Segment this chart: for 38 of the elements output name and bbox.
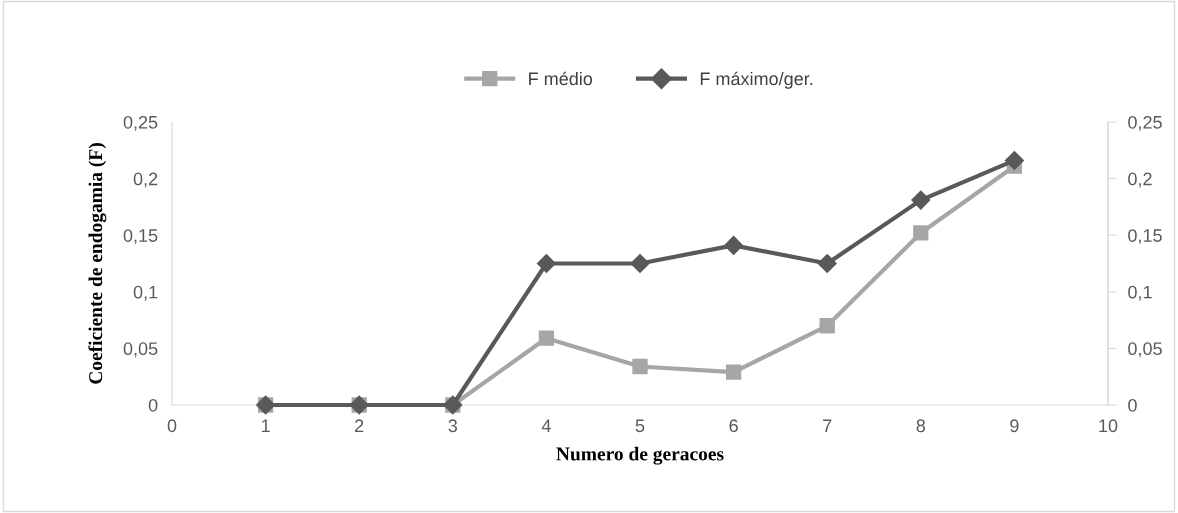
x-tick-label: 8	[916, 419, 926, 433]
y-tick-label: 0,1	[133, 285, 158, 301]
y-tick-label: 0,15	[123, 229, 158, 245]
x-tick-label: 3	[448, 419, 458, 433]
point	[913, 225, 929, 241]
point	[630, 253, 650, 274]
y2-tick-label: 0,1	[1128, 285, 1152, 301]
y2-tick-label: 0	[1128, 398, 1137, 412]
y2-tick-label: 0,05	[1128, 342, 1162, 358]
y-tick-label: 0	[148, 398, 158, 412]
legend-label: F máximo/ger.	[700, 71, 813, 89]
y2-tick-label: 0,2	[1128, 172, 1152, 188]
y-axis-title: Coeficiente de endogamia (F)	[88, 143, 107, 384]
point	[819, 318, 835, 334]
y2-tick-label: 0,25	[1128, 115, 1162, 131]
point	[632, 358, 648, 375]
point	[724, 235, 744, 255]
point	[911, 190, 931, 210]
point	[725, 364, 742, 380]
point	[817, 253, 837, 274]
point	[536, 253, 556, 274]
x-tick-label: 10	[1099, 419, 1118, 433]
x-axis-title: Numero de geracoes	[556, 446, 724, 465]
y-tick-label: 0,05	[123, 342, 158, 358]
x-tick-label: 7	[823, 419, 832, 432]
point	[1004, 150, 1024, 171]
y-tick-label: 0,2	[133, 172, 158, 188]
x-tick-label: 9	[1010, 419, 1019, 433]
x-tick-label: 4	[541, 419, 551, 432]
x-tick-label: 1	[261, 419, 270, 432]
x-tick-label: 2	[355, 419, 364, 432]
x-tick-label: 6	[729, 419, 738, 433]
y2-tick-label: 0,15	[1128, 229, 1162, 245]
point	[538, 330, 555, 346]
x-tick-label: 5	[635, 419, 645, 433]
x-tick-label: 0	[167, 419, 177, 433]
y-tick-label: 0,25	[123, 115, 158, 131]
legend-label: F médio	[529, 71, 593, 86]
